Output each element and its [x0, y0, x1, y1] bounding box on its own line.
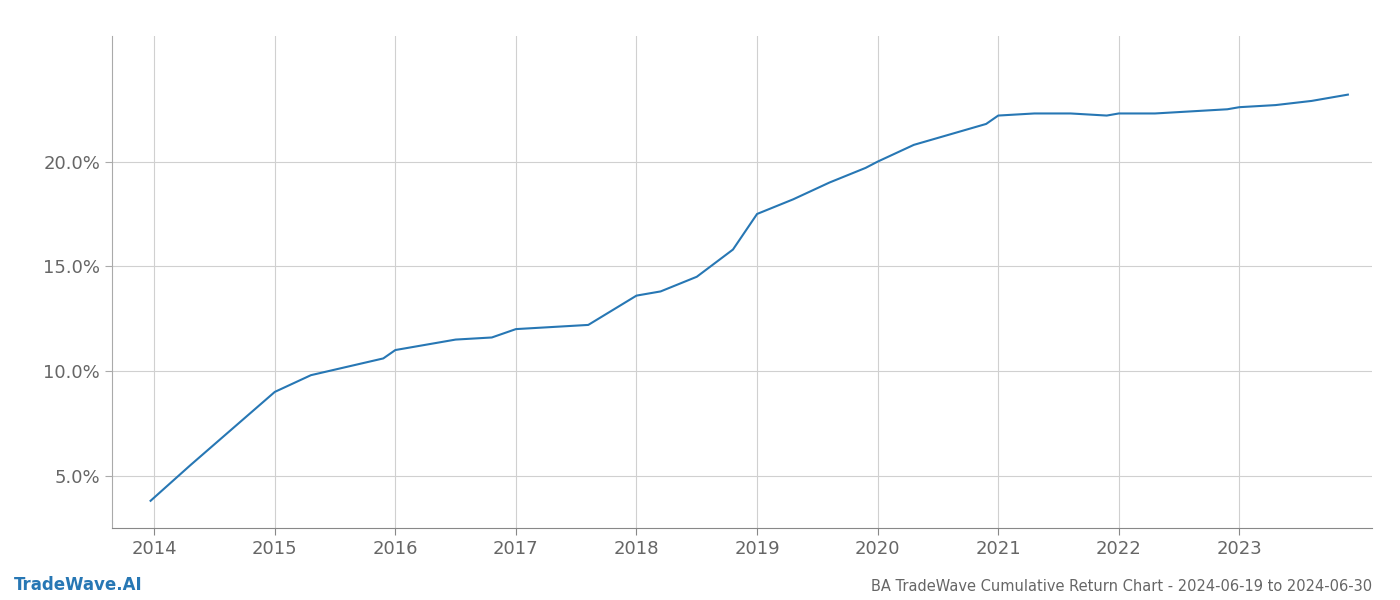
Text: TradeWave.AI: TradeWave.AI	[14, 576, 143, 594]
Text: BA TradeWave Cumulative Return Chart - 2024-06-19 to 2024-06-30: BA TradeWave Cumulative Return Chart - 2…	[871, 579, 1372, 594]
